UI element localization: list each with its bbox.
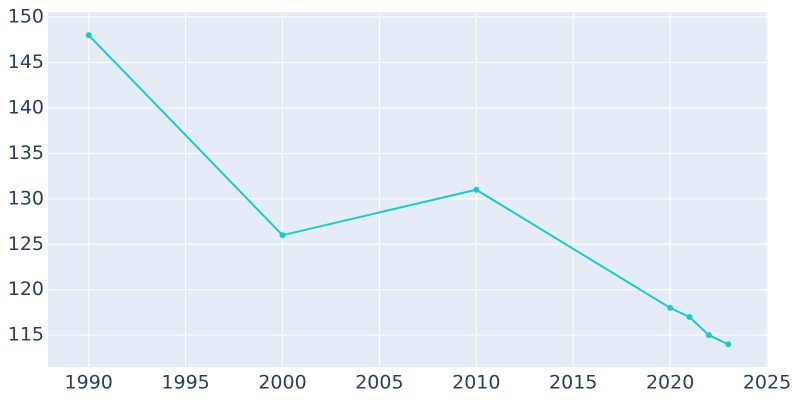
point bbox=[473, 186, 480, 193]
x-tick-label: 2005 bbox=[355, 372, 403, 394]
x-tick-label: 2000 bbox=[258, 372, 306, 394]
x-tick-label: 2025 bbox=[743, 372, 791, 394]
y-tick-label: 130 bbox=[8, 187, 44, 209]
y-tick-label: 120 bbox=[8, 278, 44, 300]
point bbox=[279, 232, 286, 239]
point bbox=[705, 332, 712, 339]
point bbox=[686, 314, 693, 320]
x-tick-label: 2015 bbox=[549, 372, 597, 394]
y-tick-label: 115 bbox=[8, 324, 44, 346]
y-tick-label: 135 bbox=[8, 142, 44, 164]
y-tick-label: 140 bbox=[8, 96, 44, 118]
point bbox=[725, 341, 732, 348]
x-tick-label: 1990 bbox=[65, 372, 113, 394]
point bbox=[85, 32, 92, 39]
x-tick-label: 2020 bbox=[646, 372, 694, 394]
y-tick-label: 145 bbox=[8, 51, 44, 73]
y-tick-label: 150 bbox=[8, 6, 44, 28]
x-tick-label: 1995 bbox=[161, 372, 209, 394]
y-tick-label: 125 bbox=[8, 233, 44, 255]
plot-area bbox=[48, 12, 768, 367]
point bbox=[667, 304, 674, 311]
x-tick-label: 2010 bbox=[452, 372, 500, 394]
